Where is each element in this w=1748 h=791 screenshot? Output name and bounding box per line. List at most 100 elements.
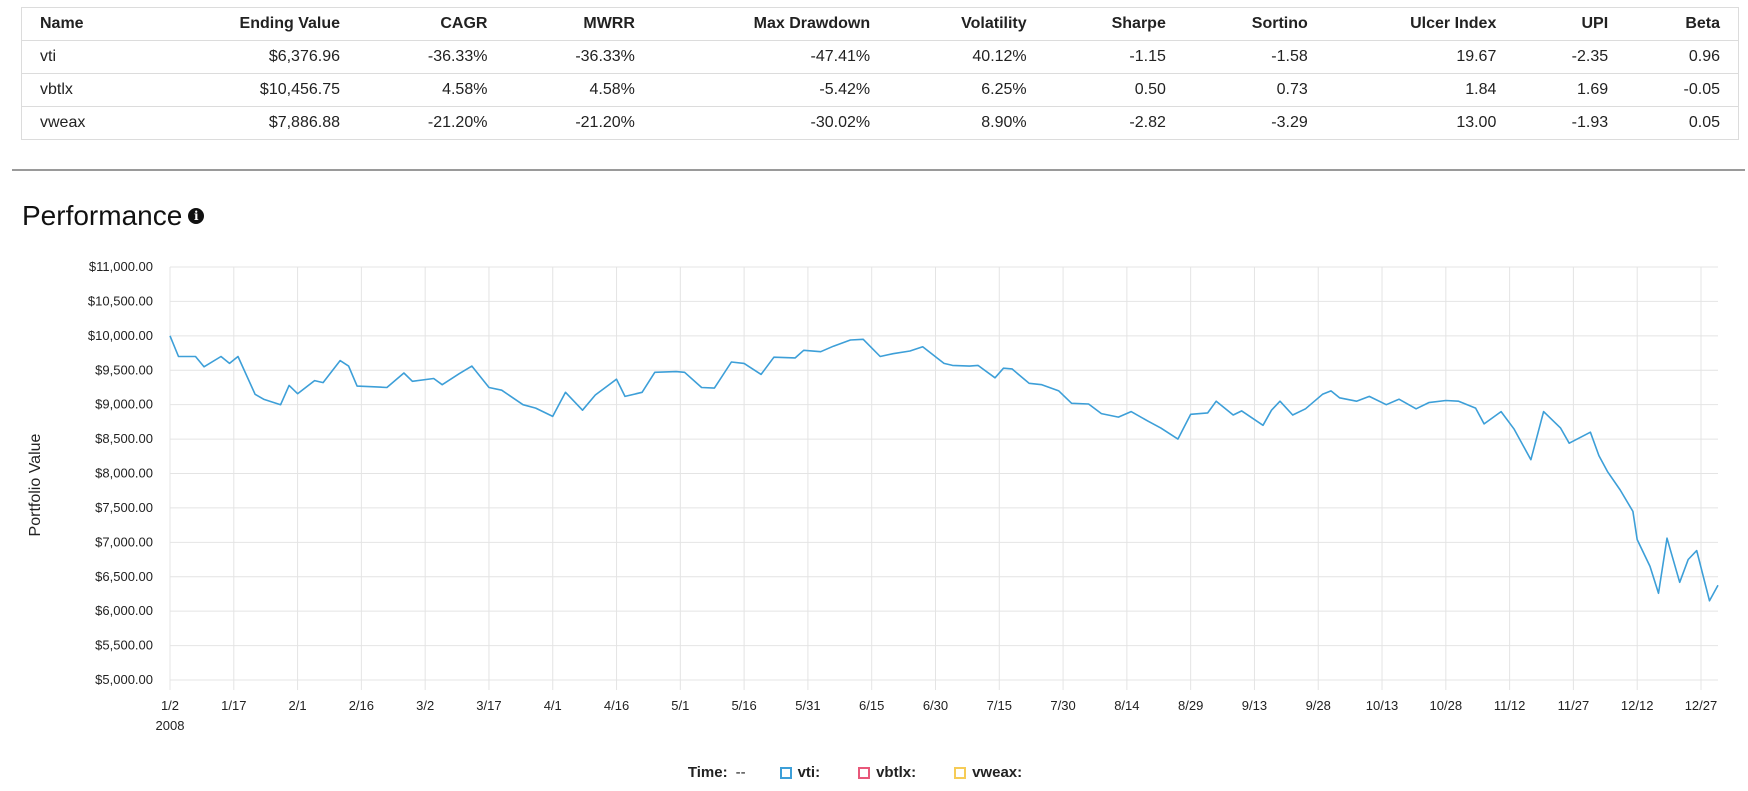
table-cell: -2.35 bbox=[1514, 40, 1627, 74]
stats-header-cell[interactable]: Volatility bbox=[888, 8, 1045, 41]
table-cell: -30.02% bbox=[810, 114, 871, 131]
table-cell: 0.05 bbox=[1688, 114, 1720, 131]
chart-legend: Time: -- vti: vbtlx: vweax: bbox=[0, 764, 1748, 781]
stats-header-cell[interactable]: Sharpe bbox=[1044, 8, 1184, 41]
stats-header-cell[interactable]: Name bbox=[22, 8, 148, 41]
table-cell: 4.58% bbox=[505, 73, 653, 107]
table-row: vbtlx $10,456.75 4.58% 4.58% -5.42% 6.25% 0.50… bbox=[22, 73, 1738, 107]
y-tick-label: $5,500.00 bbox=[95, 638, 153, 653]
asset-name-cell: vweax bbox=[40, 114, 86, 131]
x-tick-label: 9/13 bbox=[1242, 698, 1267, 713]
stats-header-cell[interactable]: Ulcer Index bbox=[1325, 8, 1515, 41]
legend-swatch bbox=[779, 766, 792, 779]
legend-items: vti: vbtlx: vweax: bbox=[779, 764, 1061, 781]
y-tick-label: $9,500.00 bbox=[95, 362, 153, 377]
legend-time-value: -- bbox=[735, 764, 746, 781]
section-divider bbox=[12, 169, 1745, 171]
y-tick-label: $10,000.00 bbox=[88, 328, 153, 343]
legend-time-label: Time: bbox=[687, 764, 728, 781]
stats-header-cell[interactable]: UPI bbox=[1514, 8, 1627, 41]
y-tick-label: $5,000.00 bbox=[95, 672, 153, 687]
table-cell: 40.12% bbox=[888, 40, 1045, 74]
y-tick-label: $6,500.00 bbox=[95, 569, 153, 584]
x-tick-label: 6/15 bbox=[859, 698, 884, 713]
stats-header-cell[interactable]: Ending Value bbox=[147, 8, 358, 41]
legend-time: Time: -- bbox=[688, 764, 746, 781]
x-tick-label: 1/17 bbox=[221, 698, 246, 713]
table-cell: -3.29 bbox=[1271, 114, 1308, 131]
info-icon[interactable]: i bbox=[188, 208, 205, 224]
table-cell: $6,376.96 bbox=[147, 40, 358, 74]
x-year-label: 2008 bbox=[156, 718, 185, 733]
table-cell: -21.20% bbox=[427, 114, 488, 131]
x-tick-label: 5/16 bbox=[731, 698, 756, 713]
x-tick-label: 8/29 bbox=[1178, 698, 1203, 713]
table-cell: -36.33% bbox=[358, 40, 506, 74]
x-tick-label: 10/13 bbox=[1366, 698, 1399, 713]
x-tick-label: 7/15 bbox=[987, 698, 1012, 713]
stats-body: vti $6,376.96 -36.33% -36.33% -47.41% 40.12% -… bbox=[22, 40, 1738, 140]
legend-item[interactable]: vbtlx: bbox=[858, 764, 916, 781]
legend-item[interactable]: vweax: bbox=[954, 764, 1022, 781]
x-tick-label: 4/1 bbox=[544, 698, 562, 713]
table-cell: -21.20% bbox=[575, 114, 635, 131]
table-cell: 0.96 bbox=[1626, 40, 1738, 74]
table-cell: 4.58% bbox=[358, 73, 506, 107]
legend-label: vbtlx: bbox=[876, 764, 917, 781]
x-tick-label: 11/12 bbox=[1494, 698, 1526, 713]
table-row: vweax $7,886.88 -21.20% -21.20% -30.02% 8.90%… bbox=[22, 107, 1738, 140]
x-tick-label: 2/1 bbox=[289, 698, 307, 713]
x-tick-label: 3/17 bbox=[476, 698, 501, 713]
table-cell: -5.42% bbox=[652, 73, 889, 107]
table-cell: -1.93 bbox=[1571, 114, 1609, 131]
table-cell: $7,886.88 bbox=[268, 114, 340, 131]
stats-header-cell[interactable]: CAGR bbox=[358, 8, 506, 41]
performance-chart: $11,000.00 $10,500.00 $10,000.00 $9,500.00 $… bbox=[88, 259, 1719, 733]
stats-header-cell[interactable]: Beta bbox=[1626, 8, 1738, 41]
performance-heading: Performance i bbox=[22, 200, 205, 232]
stats-header-cell[interactable]: Sortino bbox=[1183, 8, 1326, 41]
table-cell: 0.73 bbox=[1183, 73, 1326, 107]
legend-label: vweax: bbox=[972, 764, 1023, 781]
performance-title: Performance bbox=[22, 200, 183, 231]
x-tick-label: 8/14 bbox=[1114, 698, 1139, 713]
stats-header-cell[interactable]: Max Drawdown bbox=[652, 8, 889, 41]
x-tick-label: 12/27 bbox=[1685, 698, 1718, 713]
y-tick-label: $8,500.00 bbox=[95, 431, 153, 446]
table-cell: 1.84 bbox=[1325, 73, 1515, 107]
table-cell: $10,456.75 bbox=[147, 73, 358, 107]
asset-name-cell: vbtlx bbox=[22, 73, 148, 107]
series-line-vti bbox=[169, 335, 1719, 602]
x-tick-label: 5/31 bbox=[795, 698, 820, 713]
x-tick-label: 6/30 bbox=[923, 698, 948, 713]
table-cell: 0.50 bbox=[1044, 73, 1184, 107]
legend-swatch bbox=[858, 766, 871, 779]
table-cell: 8.90% bbox=[981, 114, 1027, 131]
stats-header-cell[interactable]: MWRR bbox=[505, 8, 653, 41]
y-tick-label: $7,000.00 bbox=[95, 534, 153, 549]
x-tick-label: 9/28 bbox=[1306, 698, 1331, 713]
x-tick-label: 10/28 bbox=[1430, 698, 1463, 713]
y-tick-label: $11,000.00 bbox=[89, 259, 153, 274]
stats-table: Name Ending Value CAGR MWRR Max Drawdown Vola… bbox=[22, 8, 1738, 139]
stats-table-container: Name Ending Value CAGR MWRR Max Drawdown Vola… bbox=[21, 7, 1739, 140]
x-tick-label: 12/12 bbox=[1621, 698, 1654, 713]
x-tick-label: 4/16 bbox=[604, 698, 629, 713]
table-cell: -0.05 bbox=[1626, 73, 1738, 107]
table-cell: -47.41% bbox=[652, 40, 889, 74]
table-cell: -1.58 bbox=[1183, 40, 1326, 74]
y-tick-label: $6,000.00 bbox=[95, 603, 153, 618]
x-tick-label: 7/30 bbox=[1050, 698, 1075, 713]
x-tick-label: 11/27 bbox=[1558, 698, 1590, 713]
x-tick-label: 3/2 bbox=[416, 698, 434, 713]
x-tick-label: 1/2 bbox=[161, 698, 179, 713]
legend-item[interactable]: vti: bbox=[779, 764, 820, 781]
table-row: vti $6,376.96 -36.33% -36.33% -47.41% 40.12% -… bbox=[22, 40, 1738, 74]
asset-name-cell: vti bbox=[22, 40, 148, 74]
table-cell: -2.82 bbox=[1129, 114, 1166, 131]
y-tick-label: $10,500.00 bbox=[88, 293, 153, 308]
legend-swatch bbox=[954, 766, 967, 779]
x-tick-label: 2/16 bbox=[349, 698, 374, 713]
stats-header-row: Name Ending Value CAGR MWRR Max Drawdown Vola… bbox=[22, 8, 1738, 41]
table-cell: 13.00 bbox=[1456, 114, 1497, 131]
